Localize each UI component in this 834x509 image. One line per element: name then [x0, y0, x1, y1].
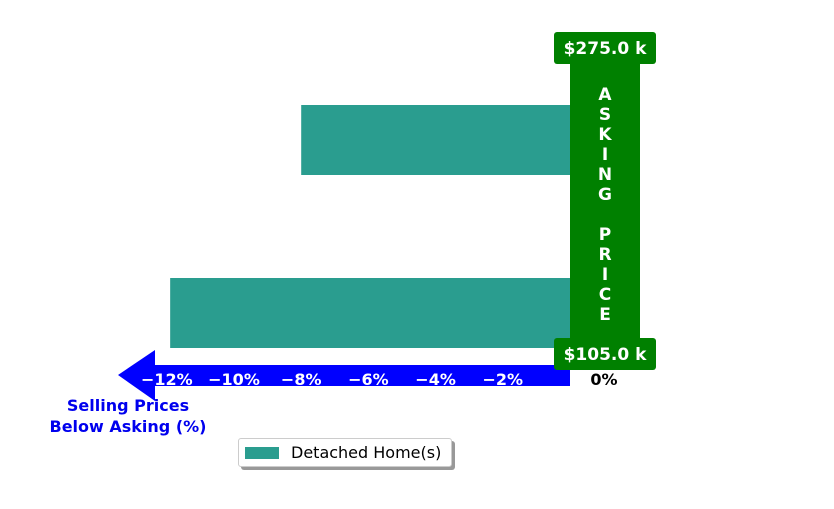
price-bottom-box [554, 338, 656, 370]
price-top-box [554, 32, 656, 64]
asking-price-letter: P [599, 225, 611, 245]
asking-price-letter: C [599, 285, 611, 305]
asking-price-letter: I [602, 265, 608, 285]
x-ticks-group: −12% −10% −8% −6% −4% −2% 0% [141, 370, 618, 389]
legend-label: Detached Home(s) [291, 443, 442, 462]
x-tick-label: −10% [208, 370, 260, 389]
x-tick-label: 0% [590, 370, 617, 389]
legend-swatch [245, 447, 279, 459]
price-bottom-label: $105.0 k [564, 345, 648, 365]
asking-price-letter: E [599, 305, 611, 325]
legend: Detached Home(s) [238, 438, 452, 467]
bars-group [170, 105, 577, 348]
x-axis-arrow [118, 350, 570, 401]
x-axis-arrow-shape [118, 350, 570, 401]
asking-price-letter: A [598, 85, 612, 105]
x-tick-label: −6% [348, 370, 389, 389]
x-tick-label: −4% [415, 370, 456, 389]
bar [301, 105, 570, 175]
price-top-label: $275.0 k [564, 39, 648, 59]
x-tick-label: −12% [141, 370, 193, 389]
asking-price-letter: G [598, 185, 612, 205]
asking-price-letter: R [598, 245, 611, 265]
x-tick-label: −2% [483, 370, 524, 389]
x-axis-label-line-1: Selling Prices [66, 396, 190, 415]
asking-price-letter: S [599, 105, 611, 125]
bar [170, 278, 570, 348]
asking-price-letter: I [602, 145, 608, 165]
asking-price-letter: N [598, 165, 612, 185]
asking-price-column [570, 58, 640, 348]
x-axis-label: Selling Prices Below Asking (%) [28, 395, 228, 437]
x-tick-label: −8% [281, 370, 322, 389]
x-axis-label-line-2: Below Asking (%) [49, 417, 207, 436]
asking-price-letter: K [598, 125, 612, 145]
